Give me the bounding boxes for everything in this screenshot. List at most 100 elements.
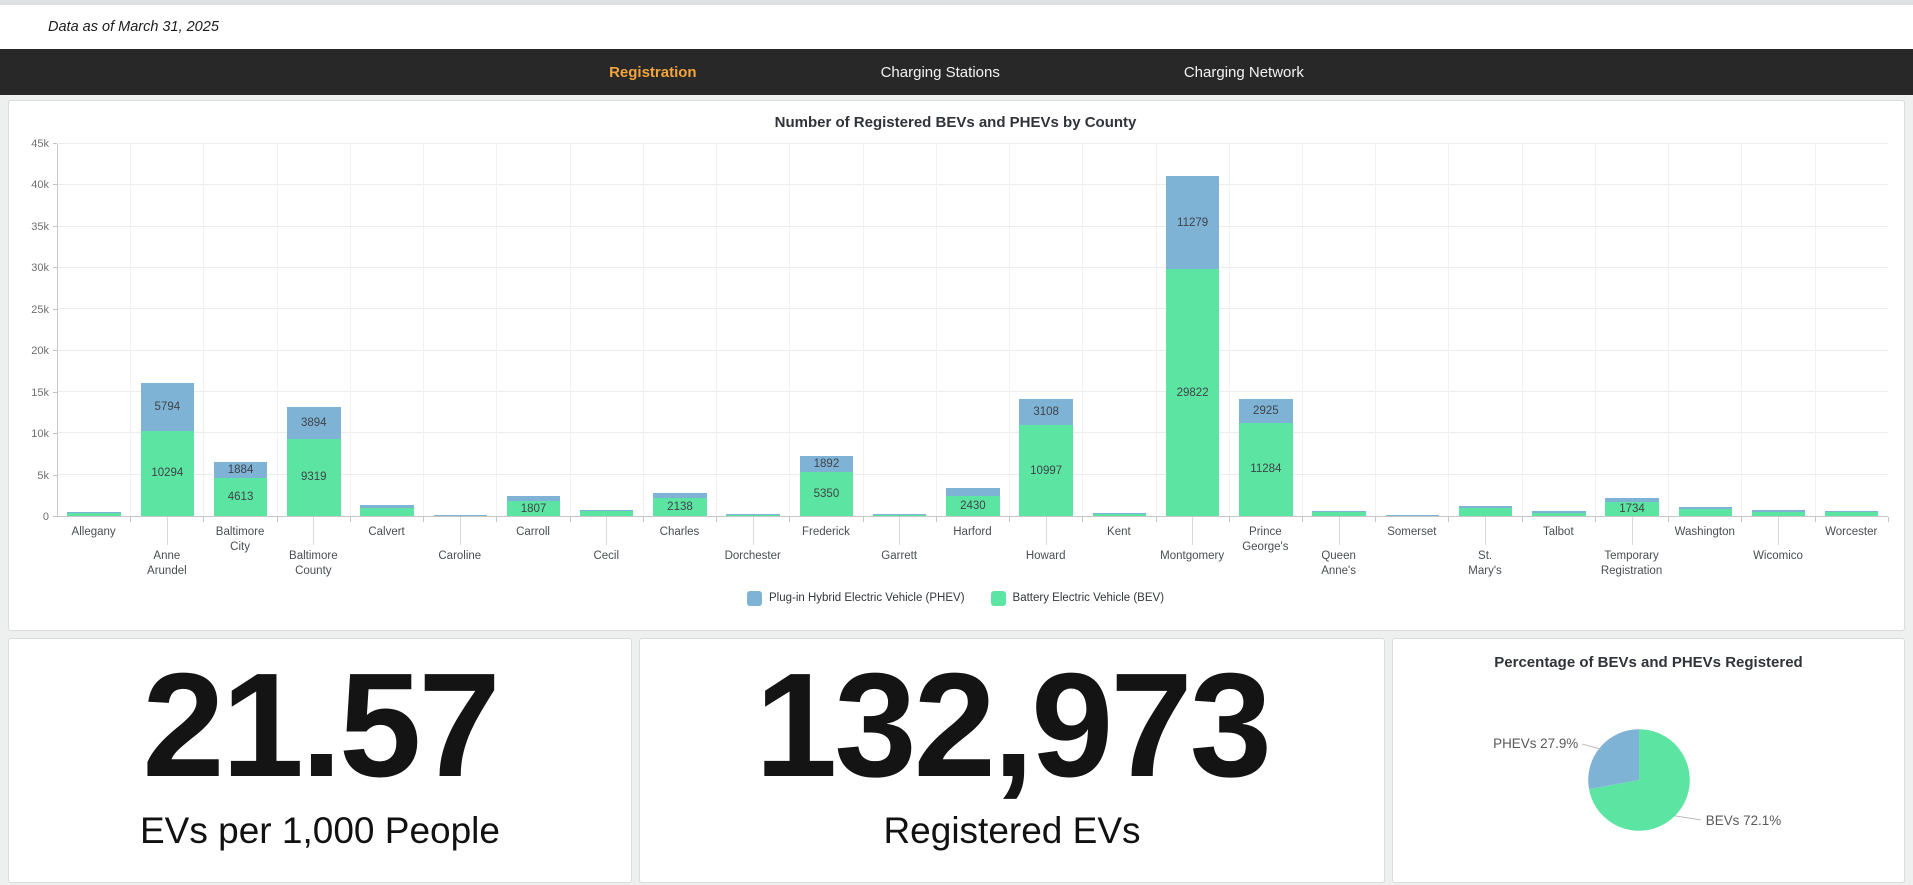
x-axis-label: Washington — [1674, 526, 1735, 538]
bar-segment-phev[interactable] — [946, 488, 1000, 496]
pie-slice-bev[interactable] — [1589, 729, 1690, 831]
x-axis-cell: Garrett — [863, 517, 937, 581]
bar-segment-bev[interactable] — [872, 514, 927, 516]
bar-segment-bev[interactable]: 1807 — [506, 501, 561, 516]
bar-segment-phev[interactable] — [1092, 513, 1147, 515]
legend-item-phev: Plug-in Hybrid Electric Vehicle (PHEV) — [746, 590, 965, 606]
x-axis-label: Prince George's — [1242, 526, 1289, 553]
bar-segment-bev[interactable] — [1532, 512, 1586, 516]
bar-segment-bev[interactable] — [1092, 514, 1147, 516]
bar-segment-bev[interactable]: 11284 — [1239, 422, 1293, 516]
y-axis-tick — [53, 474, 57, 476]
bar-segment-phev[interactable]: 5794 — [140, 383, 195, 431]
bar-segment-bev[interactable] — [1312, 511, 1366, 516]
bar-segment-bev[interactable]: 1734 — [1605, 501, 1659, 516]
stat-card-registered-evs: 132,973 Registered EVs — [639, 638, 1385, 883]
tab-registration[interactable]: Registration — [607, 58, 699, 87]
axis-tick — [349, 517, 351, 522]
stat-cards-row: 21.57 EVs per 1,000 People 132,973 Regis… — [8, 638, 1905, 883]
tab-charging-network[interactable]: Charging Network — [1182, 58, 1306, 87]
bar-segment-bev[interactable] — [1678, 508, 1732, 516]
bar-value-label: 4613 — [227, 490, 254, 503]
gridline — [58, 225, 1888, 227]
x-axis-label: Somerset — [1387, 526, 1437, 538]
bar-segment-phev[interactable] — [1825, 510, 1879, 512]
bar-segment-bev[interactable] — [433, 515, 487, 516]
bar-segment-phev[interactable]: 2925 — [1239, 398, 1293, 423]
x-axis-label: Garrett — [881, 550, 918, 562]
axis-tick — [1448, 517, 1450, 522]
bar-segment-phev[interactable]: 3894 — [287, 406, 341, 439]
bar-segment-bev[interactable] — [1751, 511, 1806, 516]
bar-segment-phev[interactable] — [1312, 510, 1366, 512]
bar-segment-bev[interactable]: 9319 — [287, 438, 341, 516]
bar-segment-bev[interactable]: 10294 — [140, 430, 195, 516]
x-axis-label: Montgomery — [1160, 550, 1225, 562]
x-axis-cell: Kent — [1082, 517, 1157, 581]
bar-segment-bev[interactable] — [726, 514, 780, 516]
x-axis-label: Talbot — [1542, 526, 1574, 538]
x-axis-cell: Baltimore County — [277, 517, 351, 581]
bar-value-label: 29822 — [1176, 386, 1209, 399]
axis-tick — [1741, 517, 1743, 522]
plot-area: 10294 5794 4613 1884 9319 3894 1807 2138 5350 189… — [57, 143, 1888, 517]
bar-segment-bev[interactable]: 2138 — [653, 498, 707, 516]
x-axis-label: Allegany — [71, 526, 116, 538]
x-axis-label: Harford — [953, 526, 992, 538]
pie-chart-title: Percentage of BEVs and PHEVs Registered — [1494, 654, 1803, 671]
bar-segment-phev[interactable] — [1678, 506, 1732, 509]
stat-label: EVs per 1,000 People — [140, 809, 500, 851]
bar-chart-title: Number of Registered BEVs and PHEVs by C… — [774, 114, 1137, 131]
axis-tick — [1009, 517, 1011, 522]
bar-segment-phev[interactable] — [726, 513, 780, 515]
bar-column — [717, 144, 791, 516]
y-axis-label: 35k — [31, 220, 49, 233]
bar-column — [571, 144, 644, 516]
x-axis-label: Dorchester — [724, 550, 781, 562]
bar-segment-phev[interactable] — [1751, 510, 1806, 512]
gridline — [58, 391, 1888, 392]
axis-tick — [1301, 517, 1303, 522]
bar-segment-bev[interactable] — [580, 511, 634, 516]
bar-segment-bev[interactable] — [360, 507, 414, 516]
stat-card-evs-per-1000: 21.57 EVs per 1,000 People — [8, 638, 632, 883]
bar-segment-bev[interactable] — [1458, 508, 1513, 516]
bar-segment-bev[interactable]: 10997 — [1019, 425, 1073, 516]
bar-segment-phev[interactable] — [67, 512, 121, 514]
tab-charging-stations[interactable]: Charging Stations — [879, 58, 1002, 87]
bar-column: 11284 2925 — [1230, 144, 1303, 516]
x-axis-cell: Howard — [1009, 517, 1084, 581]
bar-segment-phev[interactable]: 1884 — [213, 462, 268, 478]
x-axis-cell: Worcester — [1815, 517, 1889, 581]
data-as-of-text: Data as of March 31, 2025 — [48, 19, 219, 35]
bar-segment-bev[interactable] — [1385, 515, 1440, 516]
bar-column — [1669, 144, 1743, 516]
bar-segment-phev[interactable]: 1892 — [799, 456, 854, 472]
bar-segment-bev[interactable] — [67, 513, 121, 516]
x-axis-cell: Frederick — [789, 517, 864, 581]
bar-segment-phev[interactable] — [580, 510, 634, 512]
bar-segment-phev[interactable] — [1532, 511, 1586, 513]
bar-column — [424, 144, 498, 516]
bar-segment-bev[interactable]: 4613 — [213, 477, 268, 516]
x-axis-cell: Charles — [643, 517, 718, 581]
bar-segment-phev[interactable]: 11279 — [1165, 176, 1220, 270]
bar-segment-bev[interactable]: 5350 — [799, 471, 854, 516]
bar-segment-bev[interactable] — [1825, 511, 1879, 516]
bar-segment-phev[interactable] — [360, 505, 414, 508]
bar-segment-phev[interactable] — [1605, 497, 1659, 502]
pie-slice-phev[interactable] — [1588, 729, 1640, 790]
bar-column: 1734 — [1596, 144, 1670, 516]
bar-segment-phev[interactable] — [506, 495, 561, 502]
bar-segment-phev[interactable] — [653, 493, 707, 499]
x-axis-cell: Baltimore City — [203, 517, 278, 581]
gridline — [58, 473, 1888, 475]
bar-segment-phev[interactable]: 3108 — [1019, 399, 1073, 426]
axis-tick — [130, 517, 132, 522]
bar-segment-bev[interactable]: 29822 — [1165, 269, 1220, 516]
axis-tick — [789, 517, 791, 522]
bar-segment-bev[interactable]: 2430 — [946, 495, 1000, 516]
bar-segment-phev[interactable] — [1458, 505, 1513, 509]
axis-tick — [276, 517, 278, 522]
